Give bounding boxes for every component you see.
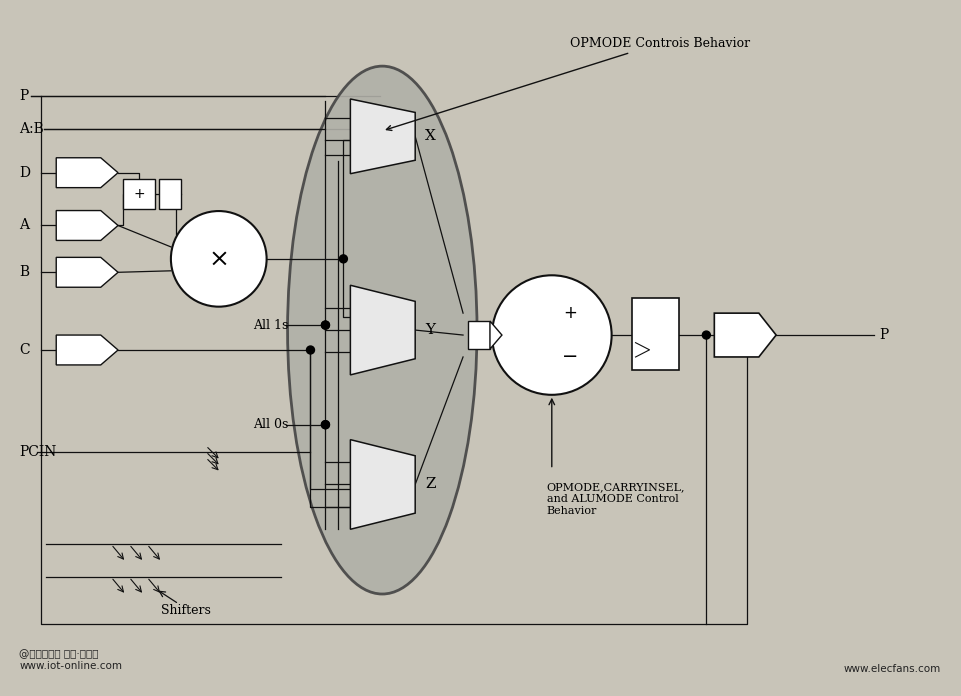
Text: OPMODE,CARRYINSEL,
and ALUMODE Control
Behavior: OPMODE,CARRYINSEL, and ALUMODE Control B… — [546, 482, 684, 516]
Text: PCIN: PCIN — [19, 445, 57, 459]
Text: A: A — [19, 219, 29, 232]
Polygon shape — [350, 99, 415, 174]
Text: All 0s: All 0s — [253, 418, 287, 432]
Circle shape — [491, 276, 611, 395]
Polygon shape — [714, 313, 776, 357]
Circle shape — [307, 346, 314, 354]
Text: All 1s: All 1s — [253, 319, 287, 331]
Polygon shape — [56, 335, 118, 365]
Text: Y: Y — [425, 323, 434, 337]
Circle shape — [321, 321, 329, 329]
Text: OPMODE Controis Behavior: OPMODE Controis Behavior — [386, 37, 749, 130]
Text: P: P — [878, 328, 887, 342]
Circle shape — [321, 420, 329, 429]
Circle shape — [321, 321, 329, 329]
Bar — [468, 321, 489, 349]
Text: +: + — [562, 304, 576, 322]
Text: Shifters: Shifters — [160, 604, 210, 617]
Text: +: + — [133, 187, 145, 201]
Polygon shape — [350, 285, 415, 375]
Text: P: P — [19, 89, 29, 103]
Text: B: B — [19, 265, 30, 279]
Text: www.elecfans.com: www.elecfans.com — [843, 664, 940, 674]
Text: A:B: A:B — [19, 122, 44, 136]
Text: C: C — [19, 343, 30, 357]
Circle shape — [171, 211, 266, 307]
Polygon shape — [56, 211, 118, 240]
Text: D: D — [19, 166, 31, 180]
Bar — [159, 179, 181, 209]
Text: ×: × — [208, 247, 229, 270]
Polygon shape — [56, 258, 118, 287]
Bar — [123, 179, 155, 209]
Text: X: X — [425, 129, 435, 143]
Text: Z: Z — [425, 477, 435, 491]
Text: @物联网在线 智慧·创未来
www.iot-online.com: @物联网在线 智慧·创未来 www.iot-online.com — [19, 649, 122, 671]
Circle shape — [702, 331, 709, 339]
Circle shape — [321, 420, 329, 429]
Ellipse shape — [287, 66, 477, 594]
Bar — [631, 298, 678, 370]
Polygon shape — [350, 440, 415, 529]
Text: −: − — [561, 347, 578, 367]
Polygon shape — [56, 158, 118, 188]
Polygon shape — [489, 321, 502, 349]
Circle shape — [339, 255, 347, 263]
